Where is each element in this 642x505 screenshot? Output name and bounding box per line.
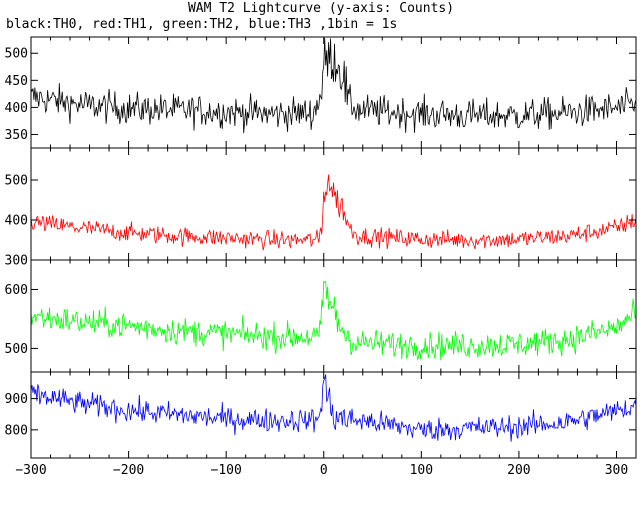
series-line-th2 [31, 280, 636, 361]
y-tick-label: 500 [5, 47, 28, 62]
x-tick-label: 200 [507, 463, 530, 478]
y-tick-label: 500 [5, 342, 28, 357]
chart-subtitle: black:TH0, red:TH1, green:TH2, blue:TH3 … [6, 17, 398, 32]
panels-layer: 350 400 450 500 300 400 500 500 600 800 900 [5, 36, 637, 459]
x-axis: −300 −200 −100 0 100 200 300 [15, 463, 628, 478]
panel-th0: 350 400 450 500 [5, 36, 637, 149]
x-tick-label: −100 [211, 463, 242, 478]
x-tick-label: 300 [605, 463, 628, 478]
series-line-th1 [31, 174, 636, 251]
chart-title: WAM T2 Lightcurve (y-axis: Counts) [187, 1, 455, 16]
y-tick-label: 900 [5, 392, 28, 407]
y-tick-label: 600 [5, 283, 28, 298]
series-line-th0 [31, 37, 636, 134]
panel-frame [30, 259, 637, 373]
x-tick-label: −300 [15, 463, 46, 478]
panel-th3: 800 900 [5, 371, 637, 459]
series-line-th3 [31, 374, 636, 442]
x-tick-label: −200 [113, 463, 144, 478]
y-tick-label: 350 [5, 128, 28, 143]
y-tick-label: 400 [5, 101, 28, 116]
panel-th2: 500 600 [5, 259, 637, 373]
y-tick-label: 800 [5, 423, 28, 438]
y-tick-label: 300 [5, 254, 28, 269]
panel-frame [30, 36, 637, 149]
panel-frame [30, 147, 637, 261]
y-tick-label: 450 [5, 74, 28, 89]
y-tick-label: 500 [5, 174, 28, 189]
x-tick-label: 0 [320, 463, 328, 478]
y-tick-label: 400 [5, 214, 28, 229]
panel-frame [30, 371, 637, 459]
panel-th1: 300 400 500 [5, 147, 637, 269]
x-tick-label: 100 [410, 463, 433, 478]
